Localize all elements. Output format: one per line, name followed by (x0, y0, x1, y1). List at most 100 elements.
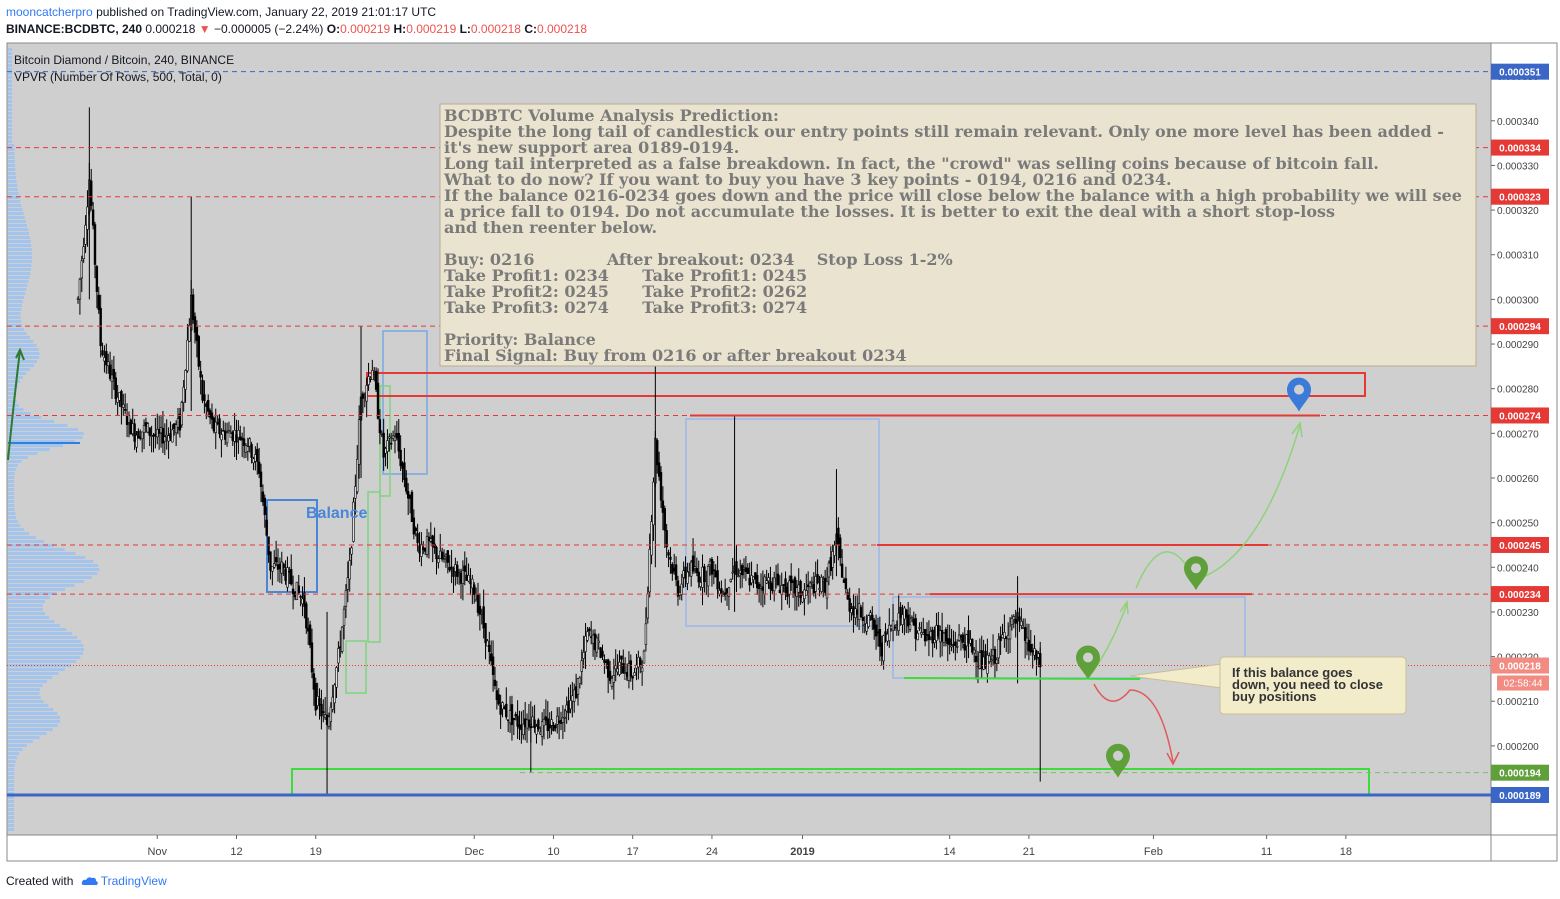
author-link[interactable]: mooncatcherpro (6, 5, 93, 19)
volume-bar (8, 748, 23, 751)
volume-bar (8, 280, 29, 283)
candle-body (286, 567, 289, 588)
volume-bar (8, 216, 25, 219)
candle-body (167, 435, 170, 442)
tradingview-link[interactable]: TradingView (100, 874, 167, 888)
candle-body (463, 565, 466, 572)
volume-bar (8, 520, 18, 523)
volume-bar (8, 88, 12, 91)
candle-body (688, 571, 691, 573)
volume-bar (8, 316, 21, 319)
candle-body (107, 361, 110, 367)
price-label-box (1491, 188, 1549, 205)
candle-body (759, 586, 763, 589)
candle-body (808, 582, 812, 588)
volume-bar (8, 684, 43, 687)
candle-body (420, 543, 423, 557)
arrow-down-head (1166, 751, 1180, 766)
candle-body (606, 659, 610, 678)
candle-body (544, 716, 548, 721)
y-tick-label: 0.000260 (1497, 474, 1539, 485)
volume-bar (8, 188, 18, 191)
volume-bar (8, 500, 15, 503)
volume-bar (8, 48, 12, 51)
candle-body (142, 425, 146, 433)
candle-body (956, 645, 959, 648)
volume-bar (8, 156, 15, 159)
candle-body (610, 678, 614, 687)
candle-body (1035, 650, 1038, 660)
candle-body (710, 559, 714, 575)
candle-body (393, 436, 397, 441)
candle-body (176, 418, 180, 428)
candle-body (214, 421, 217, 433)
time-axis[interactable] (7, 835, 1491, 861)
candle-body (546, 718, 550, 732)
candle-body (346, 577, 350, 590)
candle-body (127, 415, 131, 423)
annotation-line: Take Profit2: 0245 Take Profit2: 0262 (444, 282, 807, 301)
candle-body (235, 434, 238, 443)
candle-body (999, 636, 1002, 642)
price-axis[interactable] (1491, 43, 1557, 835)
candle-body (1012, 616, 1016, 620)
candle-body (439, 550, 442, 559)
volume-bar (8, 368, 31, 371)
candle-body (620, 655, 623, 660)
volume-bar (8, 692, 40, 695)
price-change: −0.000005 (−2.24%) (214, 22, 324, 36)
candle-body (844, 578, 848, 590)
current-price-text: 0.000218 (1499, 662, 1541, 673)
candle-body (812, 584, 816, 594)
chart-title: Bitcoin Diamond / Bitcoin, 240, BINANCE (14, 53, 234, 67)
candle-body (608, 670, 612, 681)
callout[interactable]: If this balance goes down, you need to cl… (1129, 656, 1407, 715)
candle-body (271, 566, 274, 572)
volume-bar (8, 408, 24, 411)
candle-body (148, 427, 151, 436)
candle-body (908, 624, 912, 630)
candle-body (874, 624, 878, 637)
candle-body (889, 625, 893, 629)
volume-bar (8, 348, 39, 351)
candle-body (259, 471, 263, 487)
candle-body (1029, 643, 1032, 653)
candle-body (982, 656, 985, 670)
volume-bar (8, 488, 15, 491)
candle-body (188, 324, 191, 342)
annotation-note[interactable]: BCDBTC Volume Analysis Prediction: Despit… (439, 103, 1477, 367)
volume-bar (8, 660, 77, 663)
candle-body (525, 719, 529, 729)
candle-body (178, 413, 182, 431)
candle-body (193, 316, 197, 333)
candle-body (769, 581, 772, 590)
candle-body (869, 612, 872, 616)
candle-body (388, 436, 391, 439)
price-label-text: 0.000189 (1499, 791, 1541, 802)
candle-body (442, 558, 446, 560)
candle-body (886, 633, 889, 642)
candle-body (556, 715, 559, 725)
volume-bar (8, 420, 55, 423)
candle-body (163, 436, 167, 442)
candle-body (676, 580, 680, 597)
marker-target-0274-hole (1294, 384, 1304, 395)
volume-bar (8, 760, 16, 763)
candle-body (897, 612, 900, 631)
high-value: 0.000219 (406, 22, 457, 36)
volume-bar (8, 168, 16, 171)
candle-body (135, 434, 138, 448)
candle-body (382, 432, 385, 458)
volume-bar (8, 136, 12, 139)
annotation-line: Long tail interpreted as a false breakdo… (444, 154, 1379, 173)
candle-body (616, 668, 619, 673)
candle-body (671, 563, 674, 574)
candle-body (274, 557, 278, 563)
volume-bar (8, 232, 30, 235)
candle-body (173, 423, 176, 429)
candle-body (512, 717, 516, 721)
candle-body (597, 640, 600, 643)
arrow-down (1093, 683, 1174, 763)
volume-bar (8, 620, 55, 623)
